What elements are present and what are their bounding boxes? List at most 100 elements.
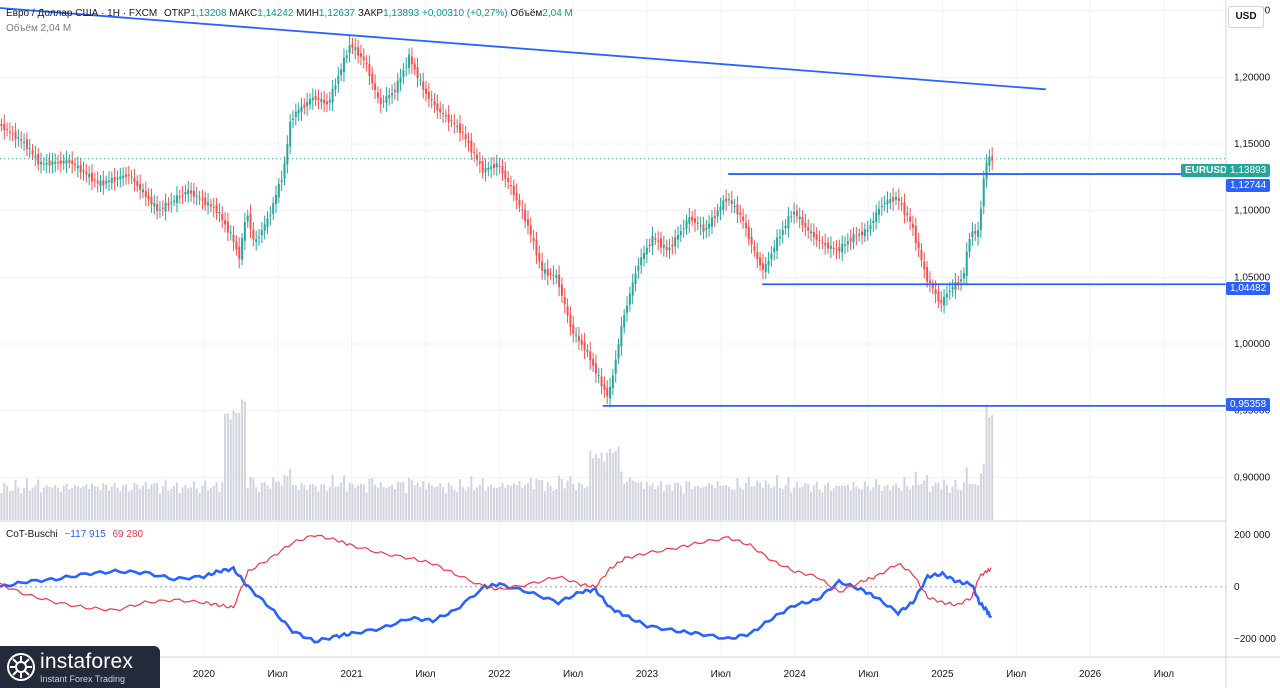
candle-body (526, 219, 529, 226)
candle-body (543, 269, 546, 274)
candle-body (631, 282, 634, 296)
candle-body (436, 103, 439, 111)
candle-body (498, 165, 501, 167)
candle-body (473, 151, 476, 153)
candle-body (614, 359, 617, 374)
candle-body (609, 386, 612, 399)
volume-bar (954, 479, 957, 520)
volume-bar (357, 485, 360, 520)
candle-body (691, 216, 694, 221)
volume-bar (699, 488, 702, 520)
candle-body (705, 228, 708, 230)
candle-body (739, 212, 742, 215)
volume-bar (705, 486, 708, 520)
volume-bar (773, 486, 776, 520)
candle-body (937, 291, 940, 302)
volume-bar (631, 480, 634, 520)
candle-body (113, 176, 116, 182)
volume-bar (781, 488, 784, 520)
candle-body (368, 64, 371, 77)
volume-bar (447, 482, 450, 520)
volume-bar (348, 482, 351, 520)
volume-bar (192, 481, 195, 520)
candle-body (699, 225, 702, 227)
candle-body (91, 172, 94, 182)
volume-bar (903, 476, 906, 520)
time-tick-label: 2024 (784, 669, 807, 680)
candle-body (294, 111, 297, 118)
volume-bar (900, 490, 903, 520)
volume-bar (99, 490, 102, 520)
volume-bar (243, 401, 246, 520)
candle-body (943, 296, 946, 306)
volume-bar (575, 489, 578, 520)
volume-bar (85, 484, 88, 520)
volume-bar (509, 485, 512, 520)
candle-body (920, 250, 923, 260)
candle-body (82, 170, 85, 172)
candle-body (110, 178, 113, 184)
price-tick-label: 1,15000 (1234, 139, 1271, 150)
volume-bar (88, 488, 91, 520)
volume-bar (914, 471, 917, 520)
volume-bar (156, 482, 159, 520)
volume-bar (269, 488, 272, 520)
candle-body (303, 104, 306, 108)
candle-body (524, 209, 527, 222)
candle-body (849, 238, 852, 242)
indicator-legend: CoT-Buschi −117 915 69 280 (6, 529, 143, 540)
candle-body (93, 179, 96, 181)
volume-bar (408, 477, 411, 520)
candle-body (464, 134, 467, 140)
candle-body (232, 234, 235, 242)
currency-button[interactable]: USD (1228, 6, 1264, 28)
volume-bar (643, 488, 646, 520)
volume-bar (750, 486, 753, 520)
volume-bar (979, 473, 982, 520)
volume-bar (119, 491, 122, 520)
candle-body (402, 70, 405, 78)
candle-body (124, 174, 127, 178)
volume-bar (82, 486, 85, 520)
candle-body (787, 216, 790, 229)
volume-bar (141, 485, 144, 520)
volume-bar (6, 485, 9, 520)
candle-body (988, 156, 991, 166)
candle-body (529, 225, 532, 236)
volume-bar (725, 485, 728, 520)
volume-bar (226, 413, 229, 520)
candle-body (892, 197, 895, 202)
time-tick-label: Июл (711, 669, 731, 680)
volume-bar (419, 486, 422, 520)
volume-bar (175, 482, 178, 520)
volume-bar (761, 487, 764, 520)
volume-bar (492, 487, 495, 520)
candle-body (444, 115, 447, 117)
candle-body (628, 293, 631, 305)
candle-body (79, 164, 82, 173)
candle-body (742, 216, 745, 221)
volume-bar (538, 480, 541, 520)
volume-bar (464, 490, 467, 520)
volume-bar (490, 484, 493, 520)
volume-bar (136, 484, 139, 520)
volume-bar (688, 481, 691, 520)
candle-body (212, 207, 215, 209)
high-label: МАКС (229, 8, 258, 19)
indicator-value-blue: −117 915 (64, 529, 106, 540)
volume-bar (640, 481, 643, 520)
volume-bar (603, 461, 606, 520)
candle-body (365, 62, 368, 65)
volume-bar (130, 489, 133, 520)
volume-bar (187, 488, 190, 520)
time-tick-label: Июл (858, 669, 878, 680)
candle-body (357, 47, 360, 56)
candle-body (416, 67, 419, 79)
volume-bar (71, 487, 74, 520)
candle-body (59, 160, 62, 164)
candle-body (147, 195, 150, 200)
candle-body (289, 121, 292, 147)
volume-bar (892, 485, 895, 520)
volume-bar (778, 488, 781, 520)
